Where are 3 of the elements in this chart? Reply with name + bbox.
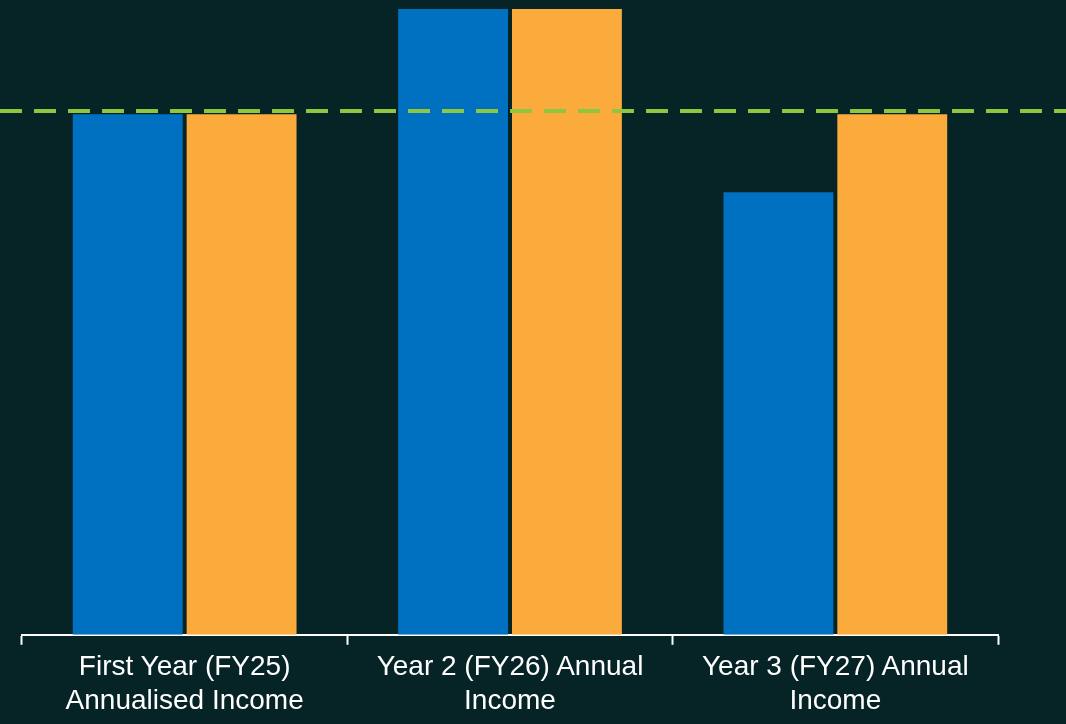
x-tick-label: First Year (FY25) Annualised Income [65, 650, 304, 715]
x-tick-label: Year 2 (FY26) Annual Income [376, 650, 644, 715]
x-tick-label: Year 3 (FY27) Annual Income [701, 650, 969, 715]
